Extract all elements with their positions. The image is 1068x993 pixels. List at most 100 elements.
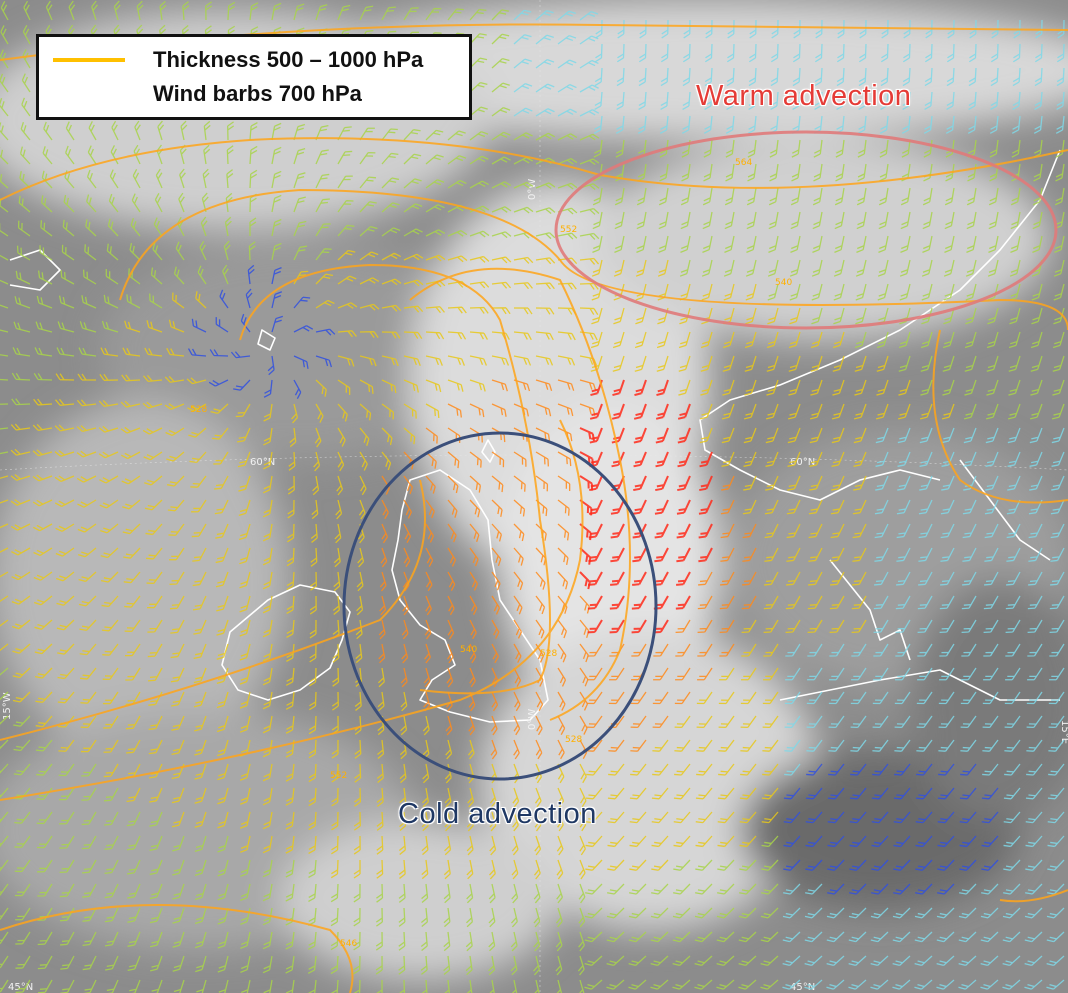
wind-barb <box>490 715 498 736</box>
wind-barb <box>917 619 933 633</box>
wind-barb <box>423 667 431 688</box>
wind-barb <box>903 19 911 39</box>
wind-barb <box>744 403 757 420</box>
wind-barb <box>149 835 163 851</box>
wind-barb <box>398 979 406 993</box>
wind-barb <box>288 451 296 471</box>
wind-barb <box>557 331 576 341</box>
wind-barb <box>219 289 229 309</box>
wind-barb <box>315 299 335 309</box>
wind-barb <box>249 169 258 189</box>
wind-barb <box>634 355 647 372</box>
wind-barb <box>698 547 713 563</box>
wind-barb <box>848 979 867 990</box>
wind-barb <box>120 400 141 408</box>
wind-barb <box>217 955 229 973</box>
wind-barb <box>0 347 9 357</box>
wind-barb <box>628 955 647 967</box>
wind-barb <box>127 859 141 875</box>
wind-barb <box>287 475 295 495</box>
wind-barb <box>805 811 823 824</box>
wind-barb <box>763 619 779 633</box>
wind-barb <box>245 288 253 309</box>
wind-barb <box>784 715 801 729</box>
wind-barb <box>192 595 207 611</box>
wind-barb <box>401 643 409 664</box>
wind-barb <box>447 355 465 366</box>
wind-barb <box>1025 835 1043 848</box>
wind-barb <box>147 595 163 609</box>
wind-barb <box>578 931 585 952</box>
wind-barb <box>377 691 385 712</box>
wind-barb <box>966 211 977 230</box>
wind-barb <box>1024 979 1043 990</box>
wind-barb <box>945 115 955 134</box>
wind-barb <box>491 181 512 189</box>
wind-barb <box>834 187 845 206</box>
wind-barb <box>895 643 911 657</box>
wind-barb <box>783 787 801 800</box>
wind-barb <box>579 427 595 441</box>
wind-barb <box>447 451 460 469</box>
wind-barb <box>716 907 735 919</box>
wind-barb <box>739 835 757 848</box>
wind-barb <box>849 883 867 895</box>
wind-barb <box>286 571 295 591</box>
wind-barb <box>678 331 691 349</box>
wind-barb <box>1011 139 1021 158</box>
wind-barb <box>702 235 713 253</box>
wind-barb <box>194 739 207 756</box>
wind-barb <box>293 196 306 213</box>
wind-barb <box>169 595 185 610</box>
wind-barb <box>855 307 867 325</box>
wind-barb <box>897 427 911 444</box>
wind-barb <box>767 259 779 277</box>
wind-barb <box>556 883 564 904</box>
wind-barb <box>879 139 889 158</box>
wind-barb <box>513 83 533 93</box>
wind-barb <box>106 243 119 261</box>
wind-barb <box>216 643 229 660</box>
wind-barb <box>240 955 251 973</box>
thickness-line-swatch <box>53 58 125 62</box>
wind-barb <box>789 259 801 277</box>
wind-barb <box>852 571 867 586</box>
wind-barb <box>512 811 519 832</box>
wind-barb <box>488 931 496 952</box>
wind-barb <box>851 643 867 657</box>
wind-barb <box>513 595 523 615</box>
wind-barb <box>262 547 273 566</box>
wind-barb <box>13 763 31 776</box>
wind-barb <box>381 304 402 312</box>
wind-barb <box>172 835 185 852</box>
wind-barb <box>78 571 97 582</box>
wind-barb <box>789 307 801 325</box>
wind-barb <box>308 715 317 735</box>
wind-barb <box>584 979 603 990</box>
wind-barb <box>262 907 273 926</box>
wind-barb <box>126 294 141 309</box>
wind-barb <box>54 499 75 508</box>
wind-barb <box>694 907 713 919</box>
wind-barb <box>399 787 407 808</box>
wind-barb <box>513 256 534 264</box>
wind-barb <box>337 403 348 422</box>
wind-barb <box>488 955 496 976</box>
wind-barb <box>740 715 757 729</box>
wind-barb <box>893 883 911 895</box>
wind-barb <box>964 379 977 396</box>
wind-barb <box>674 739 691 752</box>
wind-barb <box>447 547 457 567</box>
wind-barb <box>762 691 779 705</box>
wind-barb <box>403 379 419 393</box>
wind-barb <box>696 691 713 705</box>
wind-barb <box>741 667 757 681</box>
wind-barb <box>682 91 691 111</box>
wind-barb <box>469 180 489 189</box>
wind-barb <box>468 715 476 736</box>
wind-barb <box>513 307 533 315</box>
wind-barb <box>491 9 509 21</box>
wind-barb <box>578 883 586 904</box>
wind-barb <box>806 691 823 705</box>
wind-barb <box>940 571 955 586</box>
